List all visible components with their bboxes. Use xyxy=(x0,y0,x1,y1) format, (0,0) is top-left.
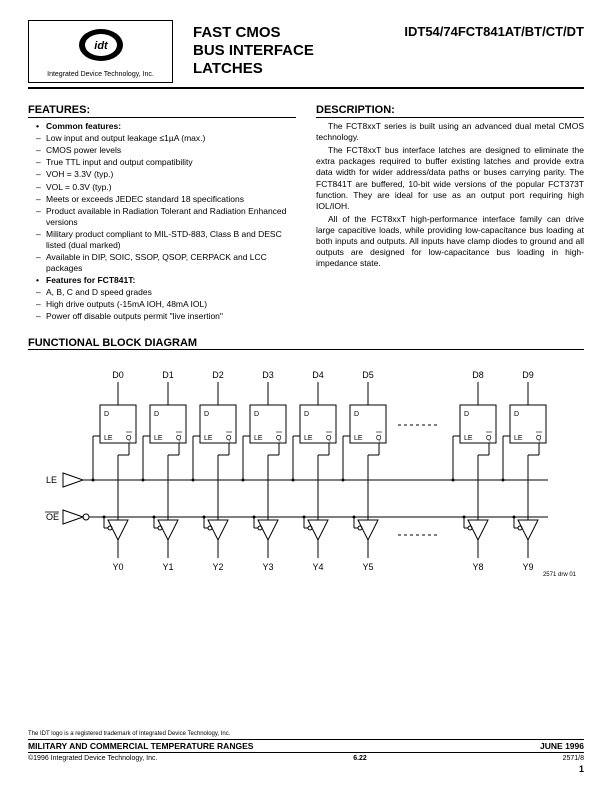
svg-text:D2: D2 xyxy=(212,370,224,380)
svg-text:Q: Q xyxy=(326,435,332,442)
svg-text:idt: idt xyxy=(94,40,109,52)
feature-item: Product available in Radiation Tolerant … xyxy=(36,206,296,228)
logo-box: idt Integrated Device Technology, Inc. xyxy=(28,20,173,83)
description-column: DESCRIPTION: The FCT8xxT series is built… xyxy=(316,103,584,323)
svg-text:LE: LE xyxy=(514,435,523,442)
feature-item: CMOS power levels xyxy=(36,145,296,156)
description-para: All of the FCT8xxT high-performance inte… xyxy=(316,214,584,269)
feature-item: True TTL input and output compatibility xyxy=(36,157,296,168)
features-fct: Features for FCT841T: xyxy=(36,275,296,286)
svg-text:LE: LE xyxy=(464,435,473,442)
feature-sub: VOH = 3.3V (typ.) xyxy=(36,169,296,180)
header: idt Integrated Device Technology, Inc. F… xyxy=(28,20,584,89)
svg-text:D: D xyxy=(204,411,209,418)
description-para: The FCT8xxT series is built using an adv… xyxy=(316,121,584,143)
svg-text:Y3: Y3 xyxy=(262,562,273,572)
description-heading: DESCRIPTION: xyxy=(316,103,584,118)
svg-text:D3: D3 xyxy=(262,370,274,380)
svg-text:D: D xyxy=(104,411,109,418)
footer-copyright: ©1996 Integrated Device Technology, Inc. xyxy=(28,755,157,762)
feature-item: High drive outputs (-15mA IOH, 48mA IOL) xyxy=(36,299,296,310)
page-number: 1 xyxy=(28,764,584,774)
svg-text:Y2: Y2 xyxy=(212,562,223,572)
svg-text:D1: D1 xyxy=(162,370,174,380)
logo-icon: idt xyxy=(76,27,126,67)
title: FAST CMOS BUS INTERFACE LATCHES xyxy=(193,20,404,83)
company-name: Integrated Device Technology, Inc. xyxy=(37,71,164,78)
svg-text:D4: D4 xyxy=(312,370,324,380)
part-number: IDT54/74FCT841AT/BT/CT/DT xyxy=(404,20,584,83)
svg-text:LE: LE xyxy=(304,435,313,442)
svg-text:Y1: Y1 xyxy=(162,562,173,572)
svg-text:Y8: Y8 xyxy=(472,562,483,572)
block-diagram: LE OE D0 D LE Q Y0 D1 D LE Q Y1 D2 D LE Q Y2 D3 D LE Q Y3 D4 D L… xyxy=(28,360,584,580)
svg-text:D9: D9 xyxy=(522,370,534,380)
svg-text:D0: D0 xyxy=(112,370,124,380)
svg-text:Y9: Y9 xyxy=(522,562,533,572)
svg-text:D8: D8 xyxy=(472,370,484,380)
svg-text:Q: Q xyxy=(226,435,232,442)
feature-item: Available in DIP, SOIC, SSOP, QSOP, CERP… xyxy=(36,252,296,274)
svg-text:Y4: Y4 xyxy=(312,562,323,572)
svg-text:LE: LE xyxy=(204,435,213,442)
svg-text:Q: Q xyxy=(536,435,542,442)
title-line3: LATCHES xyxy=(193,60,404,78)
footer-section: 6.22 xyxy=(353,755,367,762)
svg-text:LE: LE xyxy=(46,475,57,485)
svg-text:D: D xyxy=(304,411,309,418)
svg-text:D: D xyxy=(254,411,259,418)
svg-text:D: D xyxy=(464,411,469,418)
svg-text:Q: Q xyxy=(176,435,182,442)
svg-text:Q: Q xyxy=(376,435,382,442)
svg-text:OE: OE xyxy=(46,512,59,522)
svg-text:D: D xyxy=(354,411,359,418)
svg-text:Q: Q xyxy=(276,435,282,442)
svg-text:LE: LE xyxy=(254,435,263,442)
svg-text:Y0: Y0 xyxy=(112,562,123,572)
svg-text:LE: LE xyxy=(354,435,363,442)
svg-text:2571 drw 01: 2571 drw 01 xyxy=(543,572,577,578)
footer-doc: 2571/8 xyxy=(563,755,584,762)
feature-item: Meets or exceeds JEDEC standard 18 speci… xyxy=(36,194,296,205)
svg-text:Q: Q xyxy=(126,435,132,442)
title-line1: FAST CMOS xyxy=(193,24,404,42)
feature-item: A, B, C and D speed grades xyxy=(36,287,296,298)
features-column: FEATURES: Common features: Low input and… xyxy=(28,103,296,323)
trademark-note: The IDT logo is a registered trademark o… xyxy=(28,731,584,737)
svg-text:D5: D5 xyxy=(362,370,374,380)
feature-sub: VOL = 0.3V (typ.) xyxy=(36,182,296,193)
description-para: The FCT8xxT bus interface latches are de… xyxy=(316,145,584,211)
footer-bar-left: MILITARY AND COMMERCIAL TEMPERATURE RANG… xyxy=(28,741,253,751)
feature-item: Power off disable outputs permit "live i… xyxy=(36,311,296,322)
title-line2: BUS INTERFACE xyxy=(193,42,404,60)
features-common: Common features: xyxy=(36,121,296,132)
diagram-heading: FUNCTIONAL BLOCK DIAGRAM xyxy=(28,337,584,350)
svg-text:Q: Q xyxy=(486,435,492,442)
feature-item: Low input and output leakage ≤1µA (max.) xyxy=(36,133,296,144)
svg-text:Y5: Y5 xyxy=(362,562,373,572)
footer: The IDT logo is a registered trademark o… xyxy=(28,731,584,774)
svg-text:LE: LE xyxy=(154,435,163,442)
svg-text:D: D xyxy=(514,411,519,418)
svg-text:D: D xyxy=(154,411,159,418)
footer-bar-right: JUNE 1996 xyxy=(540,741,584,751)
svg-text:LE: LE xyxy=(104,435,113,442)
feature-item: Military product compliant to MIL-STD-88… xyxy=(36,229,296,251)
features-heading: FEATURES: xyxy=(28,103,296,118)
